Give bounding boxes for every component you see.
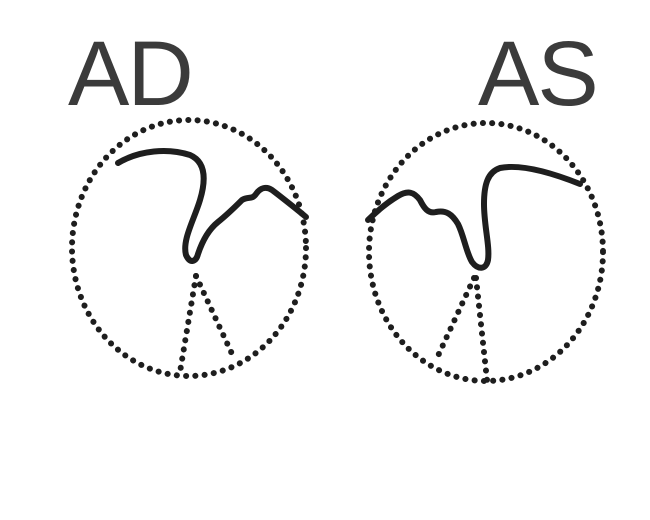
left-eye-visual-field [365, 120, 606, 384]
right-eye-visual-field [69, 117, 309, 379]
left-eye-defect-contour [365, 163, 583, 271]
left-eye-label: AS [478, 23, 599, 125]
right-eye-dotted-line-right [193, 273, 236, 359]
left-eye-dotted-line-right [473, 275, 490, 383]
right-eye-field-boundary [69, 117, 309, 379]
right-eye-defect-contour [115, 148, 309, 264]
right-eye-dotted-line-left [177, 273, 199, 375]
right-eye-label: AD [68, 23, 194, 125]
left-eye-dotted-line-left [434, 275, 477, 361]
